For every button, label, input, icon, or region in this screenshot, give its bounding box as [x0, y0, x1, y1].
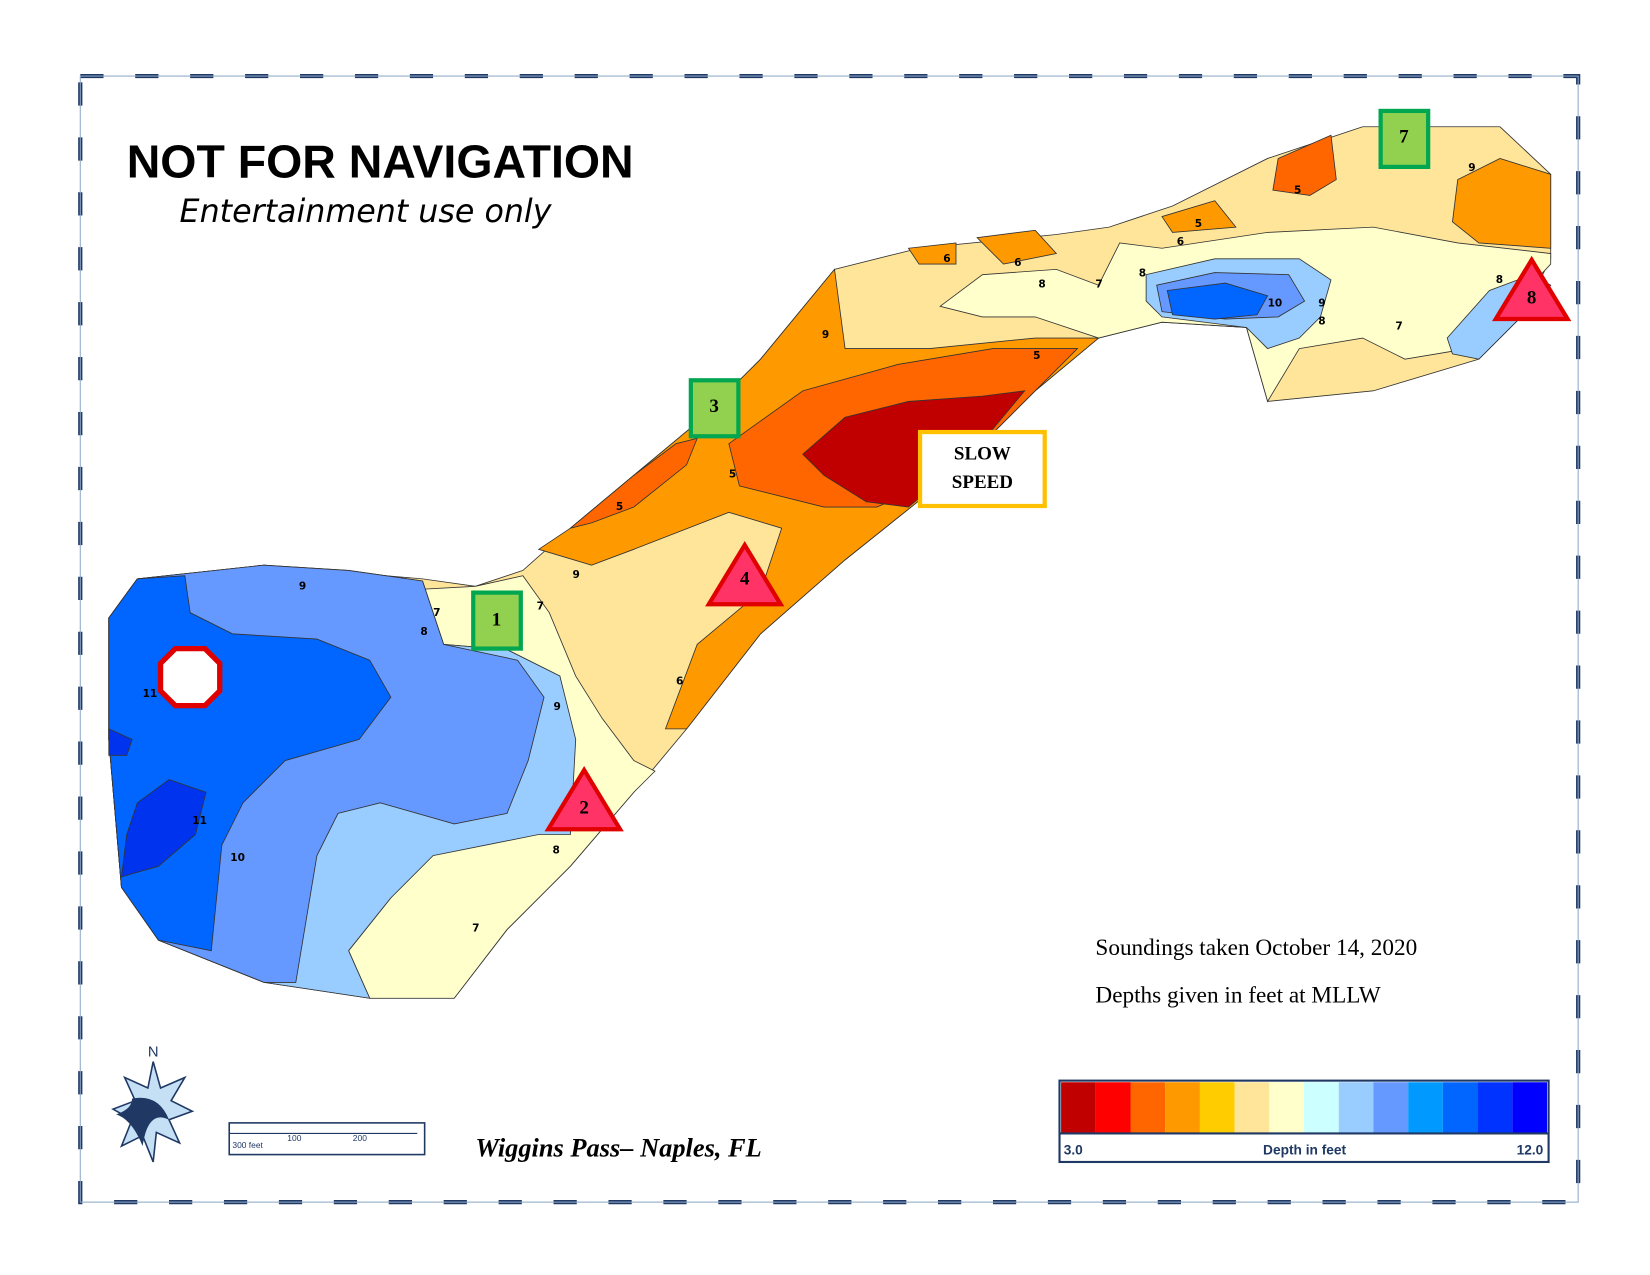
compass: N — [111, 1044, 195, 1163]
stop-sign — [157, 645, 223, 709]
slow-speed-sign — [917, 429, 1047, 509]
legend-swatch — [1408, 1082, 1443, 1133]
legend-min: 3.0 — [1064, 1143, 1083, 1158]
contour-label: 5 — [1294, 184, 1301, 196]
contour-label: 7 — [433, 607, 440, 619]
legend-swatch — [1061, 1082, 1096, 1133]
legend-swatch — [1338, 1082, 1374, 1133]
slow-speed-text: SLOW — [954, 444, 1011, 465]
contour-label: 11 — [192, 815, 207, 827]
compass-logo — [116, 1097, 170, 1147]
contour-label: 7 — [1095, 278, 1102, 290]
contour-label: 7 — [537, 601, 544, 613]
legend-title: Depth in feet — [1263, 1143, 1347, 1158]
contour-label: 10 — [230, 852, 245, 864]
legend-swatch — [1304, 1082, 1339, 1133]
scale-bar: 300 feet 100 200 — [228, 1122, 426, 1156]
contour-label: 6 — [1177, 236, 1184, 248]
depth-surface — [108, 126, 1552, 999]
legend-swatch — [1199, 1082, 1235, 1133]
contour-label: 7 — [1395, 321, 1402, 333]
contour-label: 5 — [729, 468, 736, 480]
red-marker — [705, 540, 785, 607]
legend: 3.0 Depth in feet 12.0 — [1058, 1079, 1550, 1164]
marker-label: 2 — [579, 798, 589, 819]
compass-north: N — [148, 1044, 159, 1060]
contour-label: 5 — [616, 501, 623, 513]
contour-label: 9 — [573, 569, 580, 581]
markers: 1 3 7 2 4 8 SLOW SPEED — [157, 108, 1572, 832]
legend-swatch — [1165, 1082, 1200, 1133]
header: NOT FOR NAVIGATION Entertainment use onl… — [127, 135, 634, 229]
contour-label: 7 — [472, 923, 479, 935]
marker-label: 1 — [492, 609, 502, 630]
legend-swatch — [1095, 1082, 1131, 1133]
green-marker — [1378, 108, 1431, 170]
contour-label: 9 — [299, 580, 306, 592]
scale-label: 200 — [353, 1133, 367, 1143]
legend-swatch — [1442, 1082, 1478, 1133]
contour-label: 10 — [1268, 297, 1283, 309]
contour-label: 11 — [143, 688, 158, 700]
marker-label: 7 — [1399, 127, 1409, 148]
contour-label: 5 — [1195, 218, 1202, 230]
contour-label: 9 — [822, 329, 829, 341]
green-marker — [688, 378, 741, 439]
legend-swatch — [1512, 1082, 1548, 1133]
legend-swatch — [1234, 1082, 1270, 1133]
frame-inner — [79, 75, 1579, 1203]
notes: Soundings taken October 14, 2020 Depths … — [1095, 935, 1417, 1009]
title: NOT FOR NAVIGATION — [127, 135, 634, 187]
contour-label: 9 — [1468, 162, 1475, 174]
contour-label: 8 — [1318, 315, 1325, 327]
note: Depths given in feet at MLLW — [1095, 982, 1380, 1008]
legend-swatch — [1373, 1082, 1409, 1133]
contour-label: 8 — [1496, 274, 1503, 286]
marker-label: 3 — [709, 396, 719, 417]
legend-swatch — [1269, 1082, 1305, 1133]
marker-label: 8 — [1527, 287, 1537, 308]
green-marker — [471, 590, 523, 651]
red-marker — [544, 765, 624, 832]
scale-label: 100 — [287, 1133, 301, 1143]
legend-max: 12.0 — [1517, 1143, 1544, 1158]
contour-label: 8 — [420, 626, 427, 638]
contour-label: 9 — [554, 701, 561, 713]
contour-label: 8 — [552, 845, 559, 857]
place-name: Wiggins Pass– Naples, FL — [475, 1133, 761, 1163]
legend-swatch — [1477, 1082, 1513, 1133]
scale-label: 300 feet — [232, 1140, 263, 1150]
subtitle: Entertainment use only — [180, 194, 553, 230]
legend-swatch — [1130, 1082, 1166, 1133]
contour-label: 8 — [1139, 268, 1146, 280]
slow-speed-text: SPEED — [952, 472, 1013, 493]
contour-label: 5 — [1033, 350, 1040, 362]
contour-label: 9 — [1318, 297, 1325, 309]
marker-label: 4 — [740, 568, 750, 589]
contour-label: 6 — [943, 253, 950, 265]
note: Soundings taken October 14, 2020 — [1095, 935, 1417, 961]
scale-box — [228, 1122, 426, 1156]
red-marker — [1492, 255, 1572, 322]
contour-label: 6 — [676, 676, 683, 688]
contour-label: 8 — [1038, 278, 1045, 290]
contour-label: 6 — [1014, 257, 1021, 269]
